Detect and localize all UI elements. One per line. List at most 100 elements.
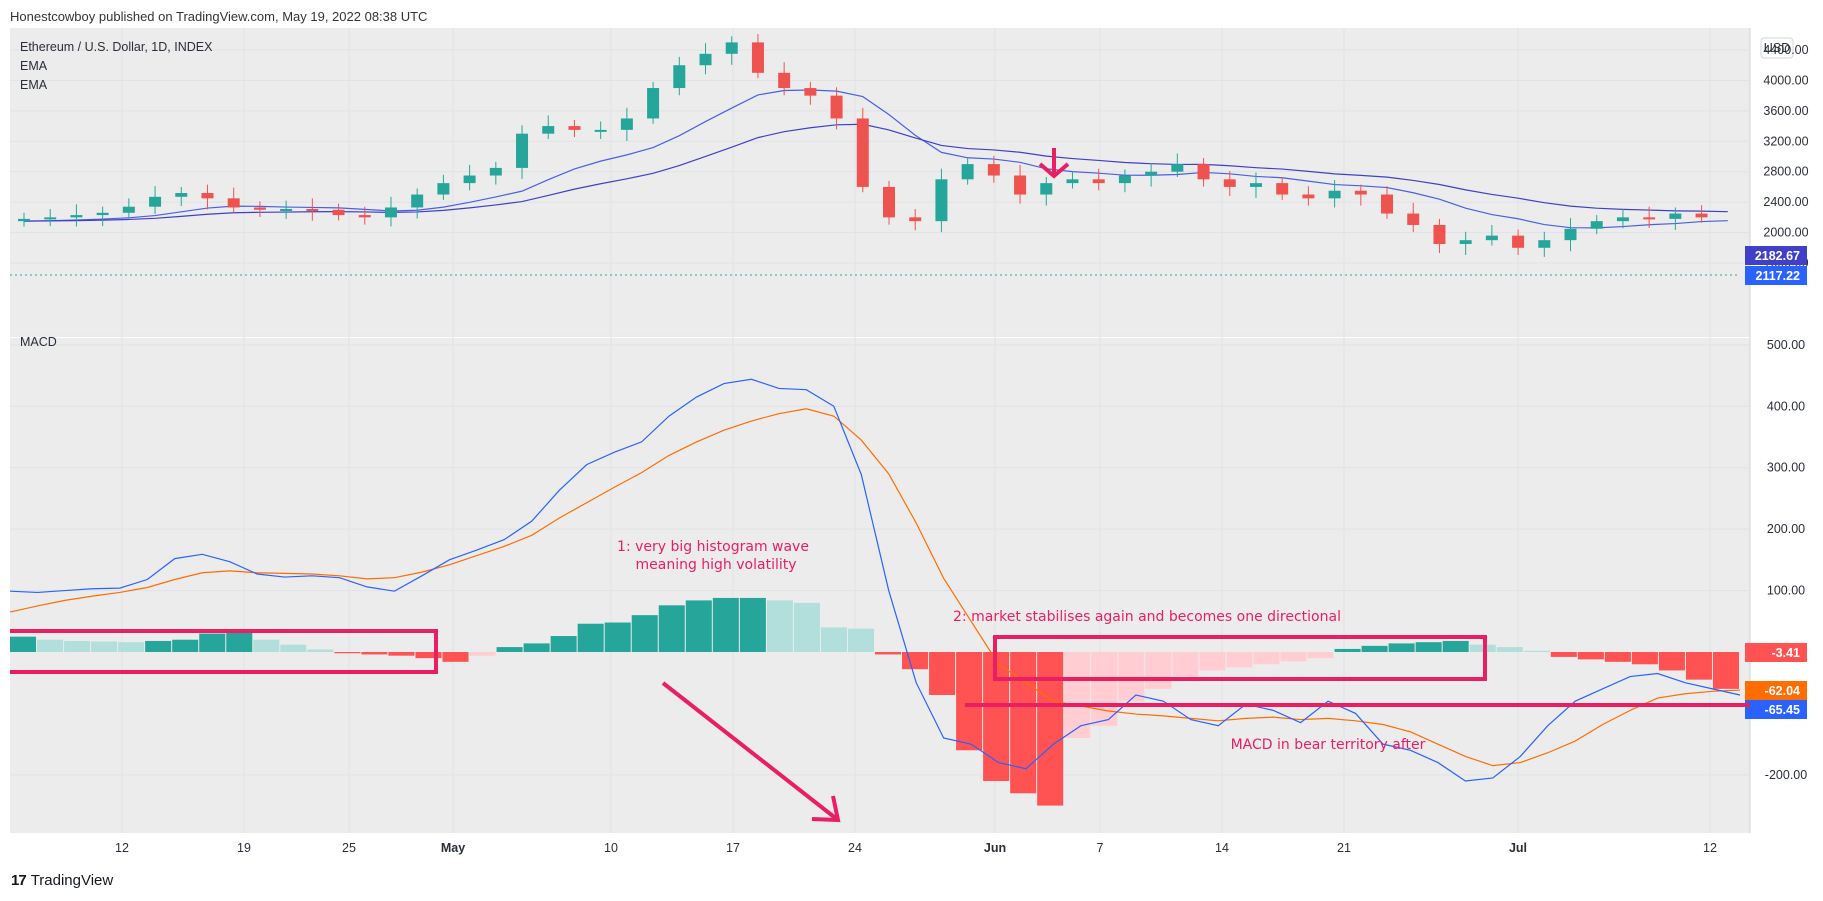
candle-body	[1197, 164, 1210, 180]
trend-arrow-icon	[661, 681, 841, 823]
candle-body	[122, 206, 135, 213]
histogram-bar	[1091, 652, 1118, 726]
histogram-bar	[956, 652, 983, 751]
brand-footer[interactable]: 17 TradingView	[11, 872, 113, 889]
note-1-line-2: meaning high volatility	[635, 557, 796, 573]
histogram-bar	[118, 642, 145, 652]
price-tick-label: 4400.00	[1763, 43, 1808, 57]
candle-body	[1040, 183, 1053, 195]
candle-body	[411, 194, 424, 208]
histogram-bar	[550, 636, 577, 652]
candle-body	[1014, 175, 1027, 195]
time-tick-label: Jun	[984, 841, 1006, 855]
candle-body	[699, 53, 712, 66]
candle-body	[1066, 179, 1079, 184]
currency-badge[interactable]	[1760, 37, 1794, 59]
price-pane-bg	[10, 28, 1750, 335]
candle-body	[463, 175, 476, 184]
annotations: 1: very big histogram wave meaning high …	[10, 148, 1750, 823]
candle-body	[987, 164, 1000, 176]
candle-body	[1433, 224, 1446, 244]
candle-body	[1328, 190, 1341, 199]
candle-body	[280, 208, 293, 211]
histogram-bar	[577, 623, 604, 652]
hist-label: -3.41	[1772, 646, 1801, 660]
histogram-bar	[1118, 652, 1145, 702]
histogram-bar	[334, 652, 361, 654]
candle-body	[332, 209, 345, 216]
histogram-bar	[145, 640, 172, 652]
time-tick-label: 24	[848, 841, 862, 855]
annotation-box-1	[10, 629, 438, 674]
attribution-text: Honestcowboy published on TradingView.co…	[10, 9, 428, 24]
histogram-bar	[631, 615, 658, 652]
macd-tick-label: -200.00	[1765, 768, 1807, 782]
histogram-bar	[1253, 652, 1280, 665]
candle-body	[1145, 171, 1158, 176]
candle-body	[201, 193, 214, 199]
histogram-bar	[793, 602, 820, 652]
candle-body	[1354, 190, 1367, 195]
histogram-bar	[280, 644, 307, 652]
candle-body	[935, 179, 948, 222]
time-tick-label: 17	[726, 841, 740, 855]
candle-body	[1538, 240, 1551, 248]
candle-body	[830, 95, 843, 119]
macd-legend: MACD	[20, 335, 57, 349]
histogram-bar	[739, 597, 766, 652]
macd-tag	[1745, 700, 1807, 719]
grid	[10, 28, 1750, 833]
candle-body	[1564, 228, 1577, 241]
ema-price-label: 2182.67	[1755, 249, 1800, 263]
candle-body	[673, 65, 686, 89]
candle-body	[778, 72, 791, 89]
brand-label: TradingView	[30, 872, 114, 889]
candle-body	[1276, 183, 1289, 195]
currency-label: USD	[1764, 41, 1790, 55]
macd-tick-label: 200.00	[1767, 522, 1805, 536]
ema-legend-1: EMA	[20, 59, 48, 73]
candle-body	[647, 88, 660, 119]
time-axis: 12 19 25 May 10 17 24 Jun 7 14 21 Jul 12	[115, 841, 1717, 855]
candle-body	[1092, 179, 1105, 184]
macd-tick-label: 300.00	[1767, 461, 1805, 475]
symbol-legend: Ethereum / U.S. Dollar, 1D, INDEX	[20, 40, 213, 54]
histogram-bar	[902, 652, 929, 670]
histogram-bar	[1334, 648, 1361, 652]
histogram-bar	[1280, 652, 1307, 662]
candle-body	[1459, 240, 1472, 244]
histogram-bar	[1172, 652, 1199, 677]
signal-tag	[1745, 681, 1807, 700]
price-tick-label: 4000.00	[1763, 73, 1808, 87]
time-tick-label: 21	[1337, 841, 1351, 855]
histogram-bar	[199, 633, 226, 652]
histogram-bar	[1307, 652, 1334, 659]
histogram-bar	[1658, 652, 1685, 671]
histogram-bar	[604, 622, 631, 652]
histogram-bar	[442, 652, 469, 662]
time-tick-label: 7	[1097, 841, 1104, 855]
time-tick-label: 10	[604, 841, 618, 855]
macd-tick-label: 500.00	[1767, 338, 1805, 352]
histogram-bar	[496, 647, 523, 652]
candle-body	[306, 208, 319, 211]
candle-body	[44, 217, 57, 220]
candle-body	[358, 215, 371, 218]
last-price-label: 2117.22	[1756, 269, 1801, 283]
last-price-tag	[1745, 266, 1807, 285]
annotation-box-2	[993, 635, 1487, 681]
histogram-bar	[1604, 652, 1631, 662]
candle-body	[725, 42, 738, 54]
note-3: MACD in bear territory after	[1231, 737, 1426, 753]
histogram-bar	[1712, 652, 1739, 689]
candle-body	[909, 217, 922, 222]
candle-body	[1407, 213, 1420, 225]
macd-histogram	[10, 597, 1739, 806]
candle-body	[568, 126, 581, 130]
note-1-line-1: 1: very big histogram wave	[617, 539, 809, 555]
histogram-bar	[64, 640, 91, 652]
ema-legend-2: EMA	[20, 78, 48, 92]
histogram-bar	[875, 652, 902, 655]
price-axis: 1600.002000.002400.002800.003200.003600.…	[1763, 43, 1808, 270]
